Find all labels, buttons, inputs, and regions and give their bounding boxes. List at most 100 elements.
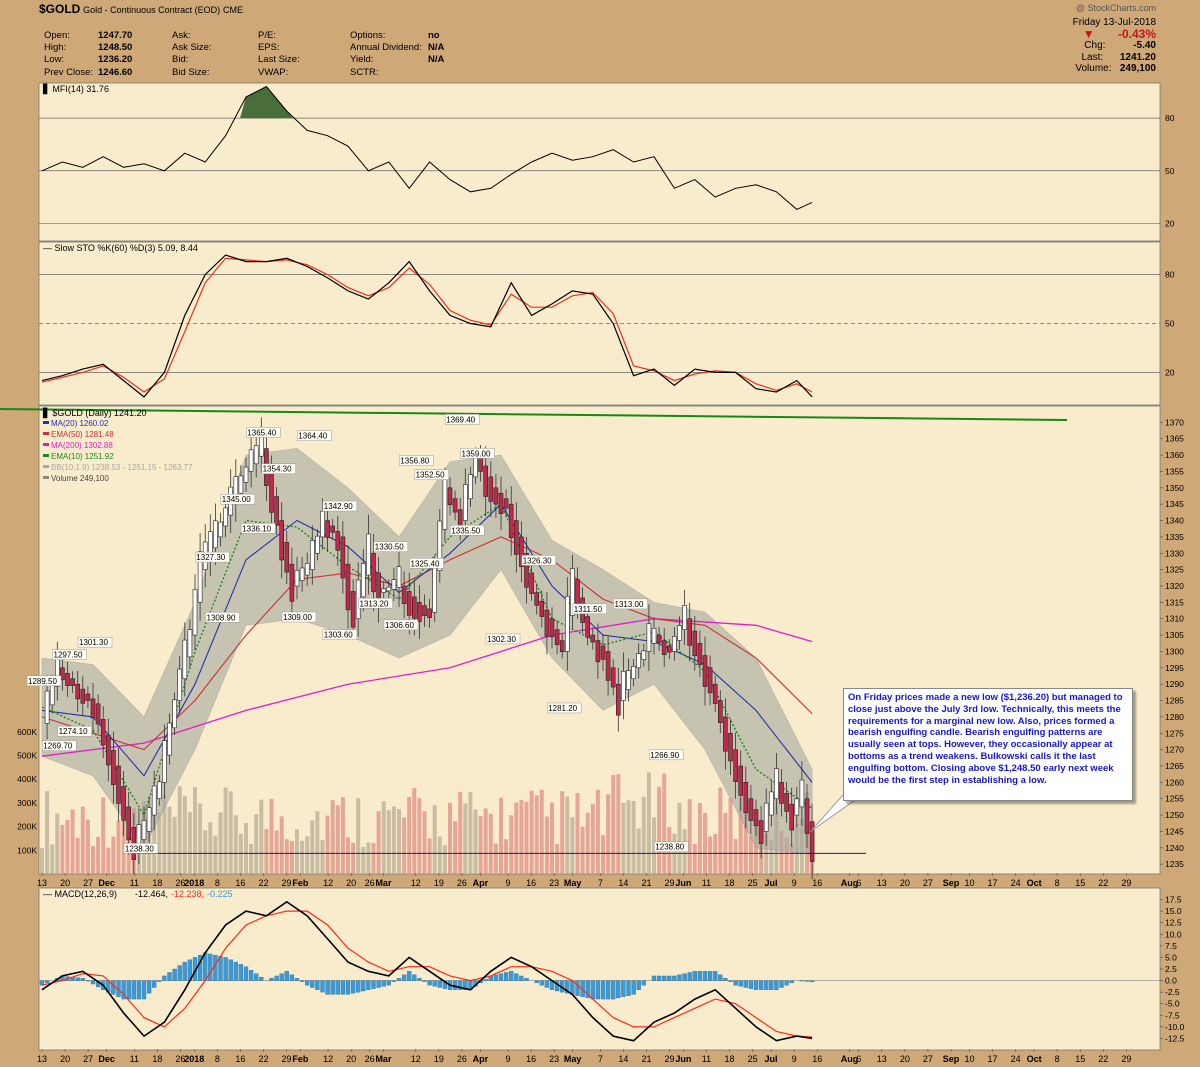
macd-histogram-bar <box>182 961 187 981</box>
watermark: @ StockCharts.com <box>1075 3 1156 13</box>
price-label: 1313.00 <box>613 598 648 610</box>
macd-histogram-bar <box>44 980 50 984</box>
volume-tick-label: 100K <box>17 845 37 855</box>
volume-bar <box>70 809 75 874</box>
upper-x-axis-label: 16 <box>235 878 245 888</box>
upper-x-axis-label: Aug <box>841 878 859 888</box>
upper-x-axis-label: 8 <box>215 878 220 888</box>
macd-histogram-bar <box>809 980 815 983</box>
candle-body <box>799 779 805 808</box>
price-tick-label: 1355 <box>1165 466 1184 476</box>
header-field: Ask Size: <box>172 42 212 54</box>
macd-histogram-bar <box>80 978 85 981</box>
candle-body <box>432 565 438 613</box>
header-field: Annual Dividend: <box>350 42 422 54</box>
price-label-text: 1297.50 <box>54 651 83 660</box>
macd-histogram-bar <box>753 980 759 990</box>
lower-x-axis-label: 25 <box>748 1054 758 1064</box>
price-label-text: 1308.90 <box>207 613 236 622</box>
volume-bar <box>106 847 111 874</box>
price-tick-label: 1310 <box>1165 614 1184 624</box>
candle-body <box>503 498 509 509</box>
upper-x-axis-label: 12 <box>411 878 421 888</box>
upper-x-axis-label: 10 <box>964 878 974 888</box>
macd-histogram-bar <box>636 980 641 990</box>
lower-x-axis-label: 29 <box>282 1054 292 1064</box>
upper-x-axis-label: 19 <box>434 878 444 888</box>
header-field: Last Size: <box>258 54 300 66</box>
price-tick-label: 1345 <box>1165 499 1184 509</box>
volume-bar <box>473 809 478 874</box>
volume-bar <box>111 836 116 874</box>
macd-histogram-bar <box>407 971 412 981</box>
upper-x-axis-label: 20 <box>346 878 356 888</box>
macd-histogram-bar <box>85 980 91 982</box>
candle-body <box>615 683 621 716</box>
upper-x-axis-label: 18 <box>725 878 735 888</box>
macd-histogram-bar <box>667 975 672 981</box>
candle-body <box>462 484 468 521</box>
header-field: 1247.70 <box>98 30 133 41</box>
header-field: Yield: <box>350 54 374 66</box>
candle-body <box>182 639 188 680</box>
lower-x-axis-label: Jun <box>675 1054 691 1064</box>
macd-histogram-bar <box>284 971 289 981</box>
lower-x-axis-label: 29 <box>1121 1054 1131 1064</box>
legend-entry: MA(200) 1302.88 <box>51 441 113 450</box>
macd-histogram-bar <box>524 978 529 981</box>
price-tick-label: 1270 <box>1165 745 1184 755</box>
upper-x-axis-label: 11 <box>130 878 139 888</box>
price-label: 1302.30 <box>485 633 521 645</box>
macd-histogram-bar <box>417 978 422 981</box>
volume-bar <box>320 840 325 874</box>
price-label-box <box>450 525 485 536</box>
header-field: SCTR: <box>350 66 379 78</box>
upper-x-axis-label: 16 <box>526 878 536 888</box>
volume-bar <box>152 807 157 874</box>
volume-bar <box>641 796 646 874</box>
macd-tick-label: -10.0 <box>1165 1022 1185 1032</box>
candle-body <box>626 670 631 690</box>
lower-x-axis-label: 6 <box>856 1054 861 1064</box>
upper-x-axis-label: 21 <box>641 878 651 888</box>
upper-x-axis-label: 2018 <box>184 878 204 888</box>
volume-bar <box>50 844 55 874</box>
volume-bar <box>534 795 539 874</box>
macd-histogram-bar <box>366 980 371 990</box>
macd-histogram-bar <box>626 980 631 996</box>
macd-histogram-bar <box>391 980 397 982</box>
volume-bar <box>213 835 218 874</box>
macd-histogram-bar <box>718 974 723 981</box>
legend-swatch <box>43 421 49 424</box>
candle-body <box>151 785 157 816</box>
candle-body <box>80 688 86 704</box>
volume-bar <box>529 790 534 874</box>
price-label: 1327.30 <box>195 551 230 563</box>
lower-x-axis-label: Dec <box>98 1054 115 1064</box>
header-field: 1248.50 <box>98 42 133 54</box>
mfi-tick-label: 50 <box>1165 166 1175 176</box>
price-label: 1335.50 <box>450 525 485 536</box>
mfi-panel <box>38 82 1161 242</box>
price-label-text: 1281.20 <box>548 704 577 713</box>
macd-tick-label: 7.5 <box>1165 941 1177 951</box>
price-tick-label: 1350 <box>1165 483 1184 493</box>
volume-bar <box>279 816 284 874</box>
lower-x-axis-label: 7 <box>598 1054 603 1064</box>
volume-tick-label: 500K <box>17 751 37 761</box>
price-tick-label: 1235 <box>1165 859 1184 869</box>
header-field: Options: <box>350 30 386 41</box>
volume-bar <box>687 799 692 874</box>
price-tick-label: 1300 <box>1165 646 1184 656</box>
volume-bar <box>208 822 213 874</box>
macd-legend-entry: -0.225 <box>207 889 233 899</box>
price-label: 1325.40 <box>409 558 444 569</box>
price-label-text: 1303.60 <box>324 631 353 640</box>
price-label: 1313.20 <box>358 598 393 609</box>
price-label-text: 1309.00 <box>283 613 312 622</box>
macd-histogram-bar <box>600 980 606 1000</box>
upper-x-axis-label: 13 <box>37 878 47 888</box>
macd-histogram-bar <box>269 978 274 981</box>
volume-bar <box>366 842 371 874</box>
candle-body <box>95 703 101 725</box>
